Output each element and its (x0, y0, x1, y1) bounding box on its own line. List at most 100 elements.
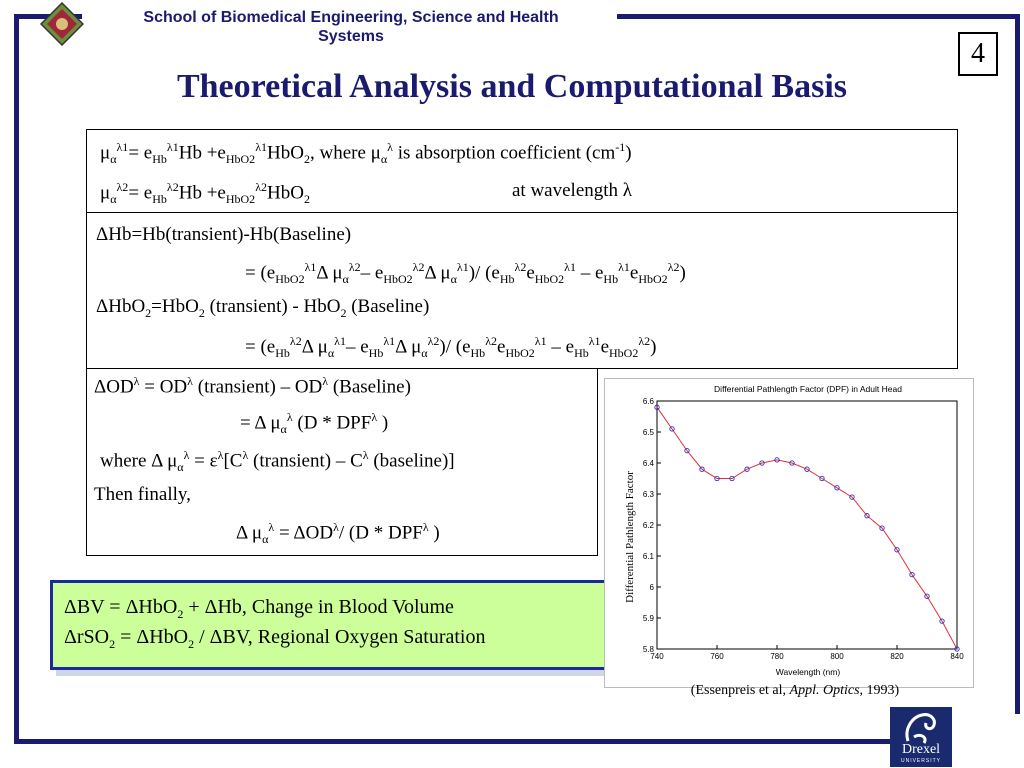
sup-l2: λ2 (116, 180, 129, 194)
blood-volume-line: ΔBV = ΔHbO2 + ΔHb, Change in Blood Volum… (64, 596, 454, 621)
chart-xlabel: Wavelength (nm) (776, 667, 841, 677)
header-backdrop (82, 4, 617, 56)
optical-density-box (86, 368, 598, 556)
delta-hbo2-formula: = (eHbλ2Δ μαλ1– eHbλ1Δ μαλ2)/ (eHbλ2eHbO… (245, 334, 657, 361)
slide-number: 4 (958, 32, 998, 76)
dpf-data-point (714, 475, 720, 482)
dhbo2-a: ΔHbO (96, 296, 146, 317)
rso2-c: / ΔBV, Regional Oxygen Saturation (194, 626, 486, 648)
dpf-chart: Differential Pathlength Factor (DPF) in … (604, 378, 974, 688)
dpf-series-line (656, 406, 958, 650)
school-logo-icon (39, 1, 85, 47)
drexel-logo-subtext: UNIVERSITY (900, 758, 941, 764)
equation-line-2: μαλ2= eHbλ2Hb +eHbO2λ2HbO2 (100, 180, 310, 207)
dhbo2-c: (transient) - HbO (204, 296, 341, 317)
x-tick-label: 760 (710, 652, 724, 661)
frame-left-border (14, 14, 19, 744)
eq1-hb: Hb +e (178, 142, 226, 164)
sup-l1: λ1 (116, 140, 129, 154)
y-tick-label: 6.5 (643, 428, 655, 437)
eq2-hbo2: HbO (267, 182, 304, 204)
y-tick-label: 6 (650, 583, 655, 592)
rso2-a: ΔrSO (64, 626, 110, 648)
eq2-hb: Hb +e (178, 182, 226, 204)
od-baseline: (Baseline) (328, 376, 411, 398)
then-finally-text: Then finally, (94, 484, 191, 505)
sup-minus1: -1 (615, 140, 626, 154)
school-name-line2: Systems (318, 28, 384, 45)
chart-title: Differential Pathlength Factor (DPF) in … (714, 384, 902, 394)
oxygen-saturation-line: ΔrSO2 = ΔHbO2 / ΔBV, Regional Oxygen Sat… (64, 626, 486, 651)
dpf-data-point (669, 426, 675, 432)
dpf-data-point (684, 447, 690, 454)
citation-suffix: , 1993) (859, 683, 900, 698)
delta-hb-definition: ΔHb=Hb(transient)-Hb(Baseline) (96, 224, 352, 245)
y-tick-label: 6.1 (643, 552, 655, 561)
dpf-data-point (879, 525, 885, 531)
plot-area (656, 400, 958, 650)
od-line-2: = Δ μαλ (D * DPFλ ) (240, 410, 389, 437)
dpf-data-point (654, 404, 660, 410)
eq1-hbo2: HbO (267, 142, 304, 164)
dpf-data-point (909, 571, 915, 578)
sup-l2c: λ2 (255, 180, 268, 194)
y-tick-label: 6.6 (643, 397, 655, 406)
sub-hbo2: HbO2 (225, 152, 256, 167)
dpf-data-point (894, 547, 900, 553)
x-tick-label: 780 (770, 652, 784, 661)
chart-ylabel: Differential Pathlength Factor (624, 471, 636, 603)
od-c-baseline: (baseline)] (368, 450, 455, 472)
x-tick-label: 840 (950, 652, 964, 661)
mu-symbol: μ (370, 142, 381, 164)
bv-b: + ΔHb, Change in Blood Volume (183, 596, 454, 618)
lambda-symbol: λ (622, 180, 633, 201)
dpf-data-point (744, 466, 750, 472)
citation-prefix: (Essenpreis et al, (690, 683, 790, 698)
dpf-data-point (924, 593, 930, 599)
rso2-b: = ΔHbO (115, 626, 189, 648)
dpf-data-point (834, 485, 840, 491)
sup-l2b: λ2 (166, 180, 179, 194)
od-line-1: ΔODλ = ODλ (transient) – ODλ (Baseline) (94, 374, 411, 398)
od-where: where Δ (100, 450, 168, 472)
y-tick-label: 5.8 (643, 645, 655, 654)
dhbo2-b: =HbO (151, 296, 199, 317)
dpf-data-point (954, 646, 960, 652)
sup-l1c: λ1 (255, 140, 268, 154)
lambda-sup: λ (387, 140, 393, 154)
dpf-data-point (804, 466, 810, 472)
od-c-transient: (transient) – C (248, 450, 363, 472)
sub-hb: Hb (152, 152, 167, 167)
delta-hbo2-definition: ΔHbO2=HbO2 (transient) - HbO2 (Baseline) (96, 296, 430, 320)
eq2-text: = e (128, 182, 153, 204)
x-tick-label: 800 (830, 652, 844, 661)
dragon-icon (905, 713, 936, 744)
frame-bottom-border (14, 739, 894, 744)
dpf-data-point (849, 494, 855, 500)
x-tick-label: 740 (650, 652, 664, 661)
frame-right-border (1015, 14, 1020, 714)
citation-caption: (Essenpreis et al, Appl. Optics, 1993) (650, 683, 940, 699)
od-final-formula: Δ μαλ = ΔODλ/ (D * DPFλ ) (236, 520, 440, 547)
dhbo2-d: (Baseline) (346, 296, 430, 317)
sub-hb: Hb (152, 192, 167, 207)
y-tick-label: 6.3 (643, 490, 655, 499)
dpf-data-point (819, 475, 825, 482)
bv-a: ΔBV = ΔHbO (64, 596, 178, 618)
y-tick-label: 6.2 (643, 521, 655, 530)
sup-l1b: λ1 (166, 140, 179, 154)
alpha-sub: α (110, 152, 117, 167)
od-transient: (transient) – OD (197, 376, 323, 398)
dpf-data-point (789, 460, 795, 466)
dpf-data-point (864, 513, 870, 519)
school-name-line1: School of Biomedical Engineering, Scienc… (143, 9, 559, 26)
citation-journal: Appl. Optics (789, 683, 860, 698)
od-c: [C (223, 450, 243, 472)
drexel-logo: Drexel UNIVERSITY (890, 707, 952, 767)
dpf-data-point (729, 475, 735, 482)
alpha-sub: α (110, 192, 117, 207)
equation-line-1: μαλ1= eHbλ1Hb +eHbO2λ1HbO2, where μαλ is… (100, 140, 632, 167)
dpf-chart-svg: Differential Pathlength Factor (DPF) in … (624, 384, 964, 677)
y-tick-label: 5.9 (643, 614, 655, 623)
eq1-text: = e (128, 142, 153, 164)
